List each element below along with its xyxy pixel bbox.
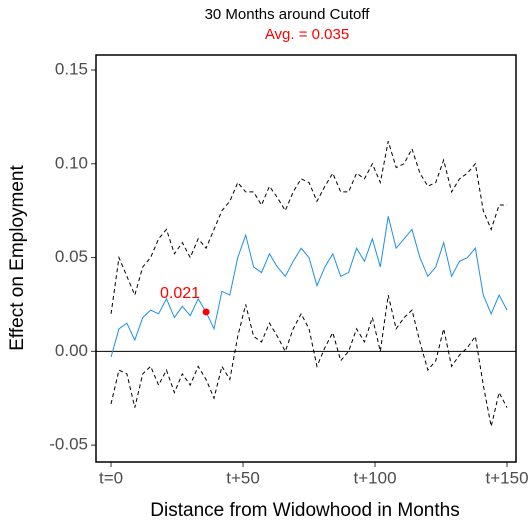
- y-tick-label: 0.15: [55, 59, 88, 78]
- y-tick-label: -0.05: [49, 435, 88, 454]
- y-axis-label: Effect on Employment: [7, 165, 28, 351]
- estimate-line: [110, 216, 508, 358]
- annotation-point: [202, 308, 210, 316]
- x-axis-label: Distance from Widowhood in Months: [150, 500, 459, 521]
- x-tick-label: t=0: [99, 468, 123, 487]
- y-tick-label: 0.00: [55, 341, 88, 360]
- ci-line: [110, 141, 508, 314]
- x-tick-label: t+150: [486, 468, 529, 487]
- chart-title: 30 Months around Cutoff: [205, 6, 371, 23]
- y-tick-label: 0.10: [55, 153, 88, 172]
- y-tick-label: 0.05: [55, 247, 88, 266]
- x-tick-label: t+100: [354, 468, 397, 487]
- x-tick-label: t+50: [226, 468, 260, 487]
- chart-subtitle: Avg. = 0.035: [265, 26, 349, 43]
- annotation-label: 0.021: [160, 285, 200, 302]
- ci-line: [110, 294, 508, 427]
- plot-frame: [95, 54, 517, 463]
